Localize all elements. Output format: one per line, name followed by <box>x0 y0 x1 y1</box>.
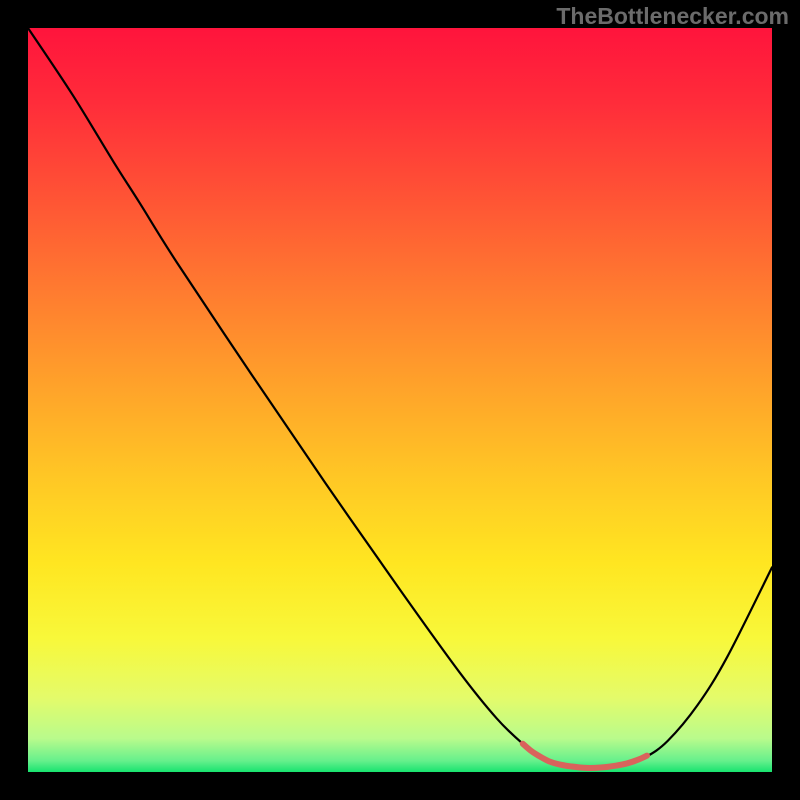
bottleneck-plot <box>28 28 772 772</box>
gradient-background <box>28 28 772 772</box>
watermark-text: TheBottlenecker.com <box>556 3 789 30</box>
chart-frame: TheBottlenecker.com <box>0 0 800 800</box>
